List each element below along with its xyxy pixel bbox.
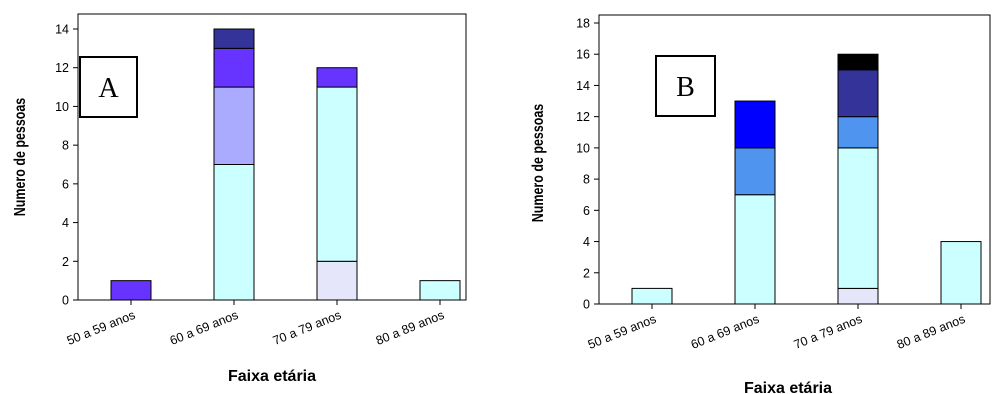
bar-segment bbox=[632, 288, 672, 304]
y-tick-label: 0 bbox=[62, 294, 69, 308]
category-label: 70 a 79 anos bbox=[792, 312, 864, 352]
x-axis-title: Faixa etária bbox=[744, 380, 832, 394]
chart-panel-a: 0 2 4 6 8 10 12 14 50 a 59 anos 60 a 69 anos 70 a… bbox=[12, 14, 466, 385]
bar-segment bbox=[735, 195, 775, 304]
bar-segment bbox=[317, 87, 357, 261]
bar-segment bbox=[838, 148, 878, 289]
bar-segment bbox=[838, 117, 878, 148]
bar-segment bbox=[838, 288, 878, 304]
y-axis-title: Numero de pessoas bbox=[12, 98, 30, 216]
bar-segment bbox=[214, 165, 254, 301]
panel-label: B bbox=[676, 72, 695, 103]
y-tick-label: 4 bbox=[62, 216, 69, 230]
y-tick-label: 8 bbox=[62, 139, 69, 153]
y-tick-label: 6 bbox=[583, 204, 590, 218]
category-label: 50 a 59 anos bbox=[586, 312, 658, 352]
y-tick-label: 14 bbox=[576, 79, 590, 93]
y-axis-title: Numero de pessoas bbox=[530, 104, 548, 222]
y-tick-label: 4 bbox=[583, 235, 590, 249]
y-tick-label: 10 bbox=[55, 100, 69, 114]
bar-segment bbox=[735, 148, 775, 195]
category-label-group: 50 a 59 anos 60 a 69 anos 70 a 79 anos 80 a… bbox=[65, 300, 446, 348]
bar-segment bbox=[214, 48, 254, 87]
y-tick-label: 16 bbox=[576, 48, 590, 62]
category-label: 80 a 89 anos bbox=[895, 312, 967, 352]
category-label: 80 a 89 anos bbox=[374, 308, 446, 348]
y-tick-label: 12 bbox=[55, 61, 69, 75]
bar-segment bbox=[735, 101, 775, 148]
bar-segment bbox=[317, 261, 357, 300]
y-tick-group: 0 2 4 6 8 10 12 14 bbox=[55, 23, 78, 308]
y-tick-label: 8 bbox=[583, 173, 590, 187]
category-label-group: 50 a 59 anos 60 a 69 anos 70 a 79 anos 80 a… bbox=[586, 304, 967, 352]
y-tick-label: 2 bbox=[583, 266, 590, 280]
bar-segment bbox=[838, 54, 878, 70]
bar-segment bbox=[420, 281, 460, 300]
y-tick-label: 6 bbox=[62, 177, 69, 191]
category-label: 60 a 69 anos bbox=[689, 312, 761, 352]
bar-segment bbox=[214, 29, 254, 48]
y-tick-label: 2 bbox=[62, 255, 69, 269]
y-tick-label: 18 bbox=[576, 17, 590, 31]
category-label: 50 a 59 anos bbox=[65, 308, 137, 348]
x-axis-title: Faixa etária bbox=[228, 368, 316, 385]
y-tick-label: 10 bbox=[576, 141, 590, 155]
y-tick-label: 0 bbox=[583, 298, 590, 312]
y-tick-label: 14 bbox=[55, 23, 69, 37]
bar-segment bbox=[838, 70, 878, 117]
bar-stack-group bbox=[111, 29, 460, 300]
panel-label: A bbox=[98, 73, 119, 104]
y-tick-group: 0 2 4 6 8 10 12 14 16 18 bbox=[576, 17, 599, 312]
bar-segment bbox=[317, 68, 357, 87]
chart-panel-b: 0 2 4 6 8 10 12 14 16 18 50 a 59 anos 60 a 69 anos… bbox=[530, 15, 990, 394]
bar-segment bbox=[111, 281, 151, 300]
category-label: 60 a 69 anos bbox=[168, 308, 240, 348]
bar-segment bbox=[214, 87, 254, 164]
category-label: 70 a 79 anos bbox=[271, 308, 343, 348]
y-tick-label: 12 bbox=[576, 110, 590, 124]
bar-segment bbox=[941, 242, 981, 304]
